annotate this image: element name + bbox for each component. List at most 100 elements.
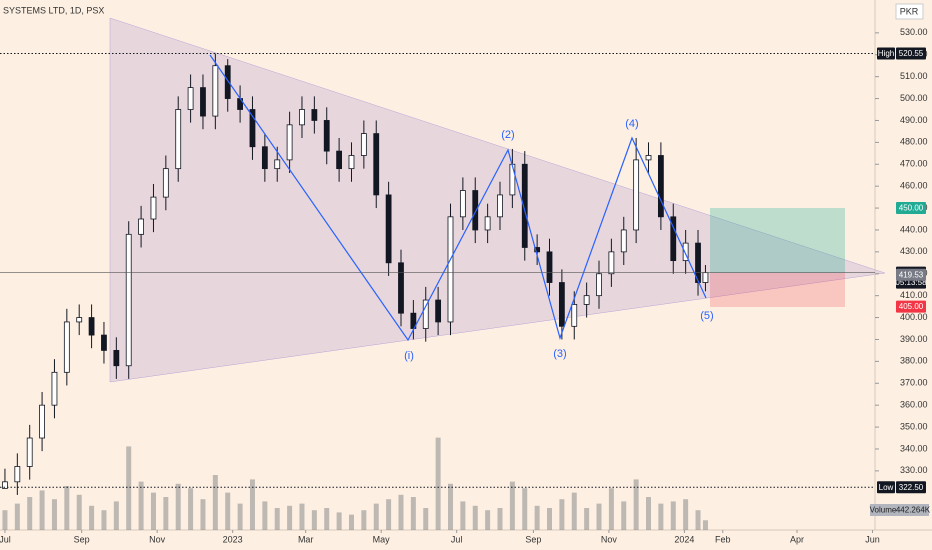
y-tick-label: 530.00: [900, 27, 928, 37]
volume-bar: [101, 510, 107, 530]
volume-bar: [287, 505, 293, 530]
candle-body: [175, 109, 182, 170]
y-tick-label: 340.00: [900, 443, 928, 453]
candle-body: [348, 155, 355, 170]
candle-body: [410, 312, 417, 329]
x-tick-label: 2023: [223, 534, 243, 544]
x-tick-label: Sep: [525, 534, 541, 544]
y-tick-label: 390.00: [900, 334, 928, 344]
volume-name: Volume: [870, 506, 897, 515]
candle-body: [596, 273, 602, 297]
target-zone: [710, 208, 845, 273]
volume-value: 442.264K: [896, 506, 931, 515]
volume-bar: [336, 512, 342, 530]
volume-bar: [423, 508, 429, 530]
volume-bar: [410, 497, 416, 530]
volume-bar: [485, 510, 491, 530]
volume-bar: [212, 475, 218, 530]
candle-body: [702, 272, 709, 283]
candle-body: [14, 466, 21, 483]
volume-bar: [76, 494, 82, 530]
volume-bar: [89, 505, 95, 530]
volume-bar: [163, 497, 169, 530]
y-tick-label: 510.00: [900, 71, 928, 81]
volume-bar: [64, 486, 70, 530]
volume-name-box: [870, 504, 897, 516]
candle-body: [670, 216, 677, 262]
x-tick-label: May: [373, 534, 391, 544]
volume-bar: [621, 501, 627, 530]
volume-bar: [472, 505, 478, 530]
marker-box: [896, 268, 926, 281]
candle-body: [422, 299, 429, 329]
stop-zone: [710, 273, 845, 307]
y-tick-label: 380.00: [900, 356, 928, 366]
y-tick-label: 370.00: [900, 378, 928, 388]
candle-body: [497, 194, 503, 218]
candle-body: [608, 251, 615, 275]
marker-label: 419.53: [899, 270, 924, 279]
y-tick-label: 360.00: [900, 400, 928, 410]
volume-bar: [311, 510, 317, 530]
volume-bar: [138, 481, 144, 530]
candle-body: [336, 150, 343, 170]
y-tick-label: 490.00: [900, 115, 928, 125]
x-tick-label: Nov: [149, 534, 166, 544]
candle-body: [360, 133, 367, 156]
wave-label: (5): [700, 310, 713, 322]
volume-bar: [658, 503, 664, 530]
candle-body: [645, 155, 652, 161]
candle-body: [76, 317, 83, 323]
candle-body: [657, 155, 664, 218]
x-tick-label: Jul: [451, 534, 463, 544]
candle-body: [472, 190, 479, 231]
volume-bar: [249, 479, 255, 530]
marker-box: [896, 300, 926, 313]
candle-body: [125, 233, 132, 367]
x-tick-label: Nov: [601, 534, 618, 544]
candle-body: [398, 262, 404, 314]
candle-body: [695, 242, 701, 283]
candle-body: [435, 299, 442, 323]
candle-body: [373, 133, 380, 196]
candle-body: [682, 242, 689, 262]
candle-body: [63, 321, 70, 373]
marker-box: [896, 481, 926, 494]
candle-body: [249, 109, 256, 148]
overlay: High520.55Low322.50450.00420.5005:13:584…: [870, 47, 931, 516]
candle-body: [521, 163, 528, 248]
volume-bar: [670, 501, 676, 530]
wave-label: (3): [553, 348, 566, 360]
candle-body: [459, 190, 466, 218]
x-tick-label: Feb: [715, 534, 731, 544]
y-tick-label: 460.00: [900, 181, 928, 191]
wave-label: (2): [501, 129, 514, 141]
candle-body: [583, 295, 590, 305]
volume-bar: [695, 510, 701, 530]
volume-bar: [14, 503, 20, 530]
candle-body: [224, 65, 231, 99]
volume-bar: [509, 481, 515, 530]
currency-box: [895, 3, 924, 20]
volume-bar: [361, 510, 367, 530]
marker-label: 322.50: [899, 483, 924, 492]
candle-body: [534, 247, 541, 253]
marker-box: [896, 202, 926, 215]
marker-label: 520.55: [899, 49, 924, 58]
volume-bar: [559, 499, 565, 530]
candle-body: [484, 216, 491, 231]
x-tick-label: Mar: [298, 534, 314, 544]
y-tick-label: 410.00: [900, 290, 928, 300]
volume-bar: [188, 488, 194, 530]
candle-body: [26, 437, 33, 467]
volume-bar: [386, 499, 392, 530]
candle-body: [101, 334, 107, 351]
candle-body: [187, 87, 194, 110]
wave-label: (4): [625, 118, 638, 130]
volume-bar: [175, 483, 181, 530]
y-tick-label: 440.00: [900, 224, 928, 234]
marker-countdown: 05:13:58: [895, 278, 927, 287]
candle-body: [385, 194, 392, 264]
volume-bar: [27, 497, 33, 530]
